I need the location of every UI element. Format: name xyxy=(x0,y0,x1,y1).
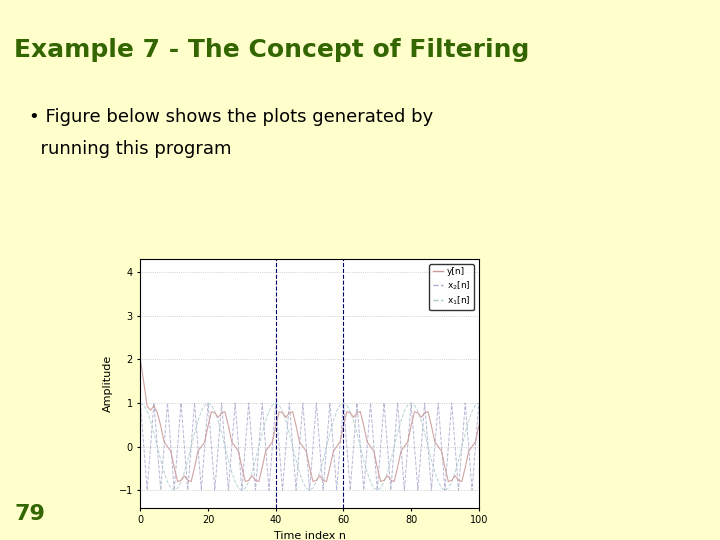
Y-axis label: Amplitude: Amplitude xyxy=(103,355,113,412)
Legend: y[n], x$_2$[n], x$_1$[n]: y[n], x$_2$[n], x$_1$[n] xyxy=(429,264,474,310)
Text: Example 7 - The Concept of Filtering: Example 7 - The Concept of Filtering xyxy=(14,38,530,62)
Text: running this program: running this program xyxy=(29,140,231,158)
Text: 79: 79 xyxy=(14,504,45,524)
X-axis label: Time index n: Time index n xyxy=(274,531,346,540)
Text: • Figure below shows the plots generated by: • Figure below shows the plots generated… xyxy=(29,108,433,126)
